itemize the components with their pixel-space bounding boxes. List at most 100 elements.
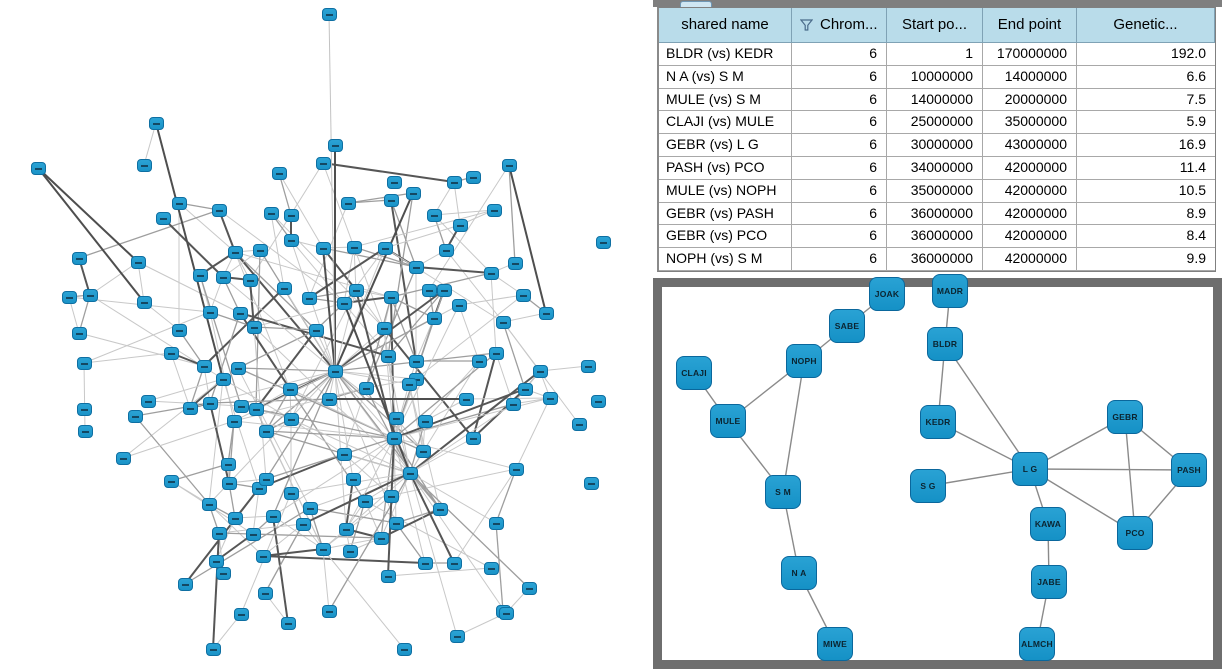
table-cell[interactable]: 5.9: [1077, 111, 1215, 135]
network-node[interactable]: [581, 360, 596, 373]
table-cell[interactable]: 20000000: [983, 88, 1077, 112]
network-node[interactable]: [427, 312, 442, 325]
network-node[interactable]: [246, 528, 261, 541]
network-node[interactable]: [539, 307, 554, 320]
table-cell[interactable]: 7.5: [1077, 88, 1215, 112]
network-node[interactable]: [322, 605, 337, 618]
network-node[interactable]: [253, 244, 268, 257]
table-cell[interactable]: 16.9: [1077, 134, 1215, 157]
network-node[interactable]: [302, 292, 317, 305]
network-node[interactable]: [128, 410, 143, 423]
network-node[interactable]: [453, 219, 468, 232]
network-node[interactable]: [164, 475, 179, 488]
network-node[interactable]: [437, 284, 452, 297]
network-node[interactable]: [522, 582, 537, 595]
network-node[interactable]: [343, 545, 358, 558]
column-header-2[interactable]: Start po...: [887, 8, 983, 43]
network-node[interactable]: [137, 296, 152, 309]
network-node[interactable]: [484, 267, 499, 280]
network-node[interactable]: [316, 157, 331, 170]
network-node-jabe[interactable]: JABE: [1031, 565, 1067, 599]
network-node[interactable]: [216, 271, 231, 284]
network-node[interactable]: [212, 527, 227, 540]
network-node[interactable]: [489, 347, 504, 360]
network-node[interactable]: [247, 321, 262, 334]
network-node[interactable]: [384, 194, 399, 207]
network-node-pco[interactable]: PCO: [1117, 516, 1153, 550]
network-node-mule[interactable]: MULE: [710, 404, 746, 438]
table-row[interactable]: GEBR (vs) PCO 6 36000000 42000000 8.4: [659, 225, 1215, 249]
network-node[interactable]: [322, 393, 337, 406]
network-node[interactable]: [409, 261, 424, 274]
table-cell[interactable]: 6: [792, 179, 887, 203]
network-node[interactable]: [206, 643, 221, 656]
network-node-joak[interactable]: JOAK: [869, 277, 905, 311]
network-node-kawa[interactable]: KAWA: [1030, 507, 1066, 541]
network-node[interactable]: [233, 307, 248, 320]
table-cell[interactable]: NOPH (vs) S M: [659, 248, 792, 271]
network-node[interactable]: [309, 324, 324, 337]
table-cell[interactable]: 42000000: [983, 179, 1077, 203]
table-row[interactable]: CLAJI (vs) MULE 6 25000000 35000000 5.9: [659, 111, 1215, 135]
network-node[interactable]: [234, 400, 249, 413]
network-node[interactable]: [141, 395, 156, 408]
table-cell[interactable]: GEBR (vs) L G: [659, 134, 792, 157]
table-row[interactable]: MULE (vs) S M 6 14000000 20000000 7.5: [659, 88, 1215, 112]
network-node[interactable]: [341, 197, 356, 210]
network-node[interactable]: [228, 246, 243, 259]
network-node[interactable]: [489, 517, 504, 530]
table-cell[interactable]: PASH (vs) PCO: [659, 156, 792, 180]
network-node[interactable]: [259, 425, 274, 438]
network-node[interactable]: [447, 176, 462, 189]
table-cell[interactable]: 192.0: [1077, 43, 1215, 66]
filtered-network-panel[interactable]: JOAK MADR SABE BLDR NOPH CLAJI GEBR KEDR MULE L G…: [653, 274, 1222, 669]
network-node[interactable]: [284, 209, 299, 222]
network-node[interactable]: [202, 498, 217, 511]
table-row[interactable]: N A (vs) S M 6 10000000 14000000 6.6: [659, 65, 1215, 89]
table-cell[interactable]: 6: [792, 65, 887, 89]
network-node[interactable]: [418, 557, 433, 570]
table-cell[interactable]: GEBR (vs) PASH: [659, 202, 792, 226]
table-cell[interactable]: 42000000: [983, 202, 1077, 226]
network-node[interactable]: [466, 171, 481, 184]
network-node[interactable]: [387, 176, 402, 189]
table-row[interactable]: BLDR (vs) KEDR 6 1 170000000 192.0: [659, 43, 1215, 66]
table-cell[interactable]: 6: [792, 225, 887, 249]
network-node[interactable]: [277, 282, 292, 295]
network-node[interactable]: [272, 167, 287, 180]
network-node[interactable]: [409, 355, 424, 368]
network-node[interactable]: [466, 432, 481, 445]
network-node-s-g[interactable]: S G: [910, 469, 946, 503]
network-node[interactable]: [72, 252, 87, 265]
network-node[interactable]: [234, 608, 249, 621]
table-cell[interactable]: 34000000: [887, 156, 983, 180]
network-node[interactable]: [499, 607, 514, 620]
network-node[interactable]: [227, 415, 242, 428]
table-cell[interactable]: 8.9: [1077, 202, 1215, 226]
network-node-s-m[interactable]: S M: [765, 475, 801, 509]
network-node[interactable]: [359, 382, 374, 395]
table-cell[interactable]: 9.9: [1077, 248, 1215, 271]
network-node[interactable]: [572, 418, 587, 431]
table-cell[interactable]: 6: [792, 202, 887, 226]
network-node[interactable]: [137, 159, 152, 172]
table-cell[interactable]: N A (vs) S M: [659, 65, 792, 89]
network-node-bldr[interactable]: BLDR: [927, 327, 963, 361]
table-row[interactable]: MULE (vs) NOPH 6 35000000 42000000 10.5: [659, 179, 1215, 203]
panel-tab-notch[interactable]: [680, 1, 712, 7]
network-node[interactable]: [77, 403, 92, 416]
table-cell[interactable]: 25000000: [887, 111, 983, 135]
table-cell[interactable]: 10.5: [1077, 179, 1215, 203]
network-node[interactable]: [316, 543, 331, 556]
table-cell[interactable]: 30000000: [887, 134, 983, 157]
network-node[interactable]: [62, 291, 77, 304]
column-header-1[interactable]: Chrom...: [792, 8, 887, 43]
network-node-claji[interactable]: CLAJI: [676, 356, 712, 390]
table-cell[interactable]: 8.4: [1077, 225, 1215, 249]
table-cell[interactable]: MULE (vs) S M: [659, 88, 792, 112]
network-node[interactable]: [203, 397, 218, 410]
network-node[interactable]: [516, 289, 531, 302]
network-node[interactable]: [264, 207, 279, 220]
table-cell[interactable]: 1: [887, 43, 983, 66]
network-node[interactable]: [384, 490, 399, 503]
